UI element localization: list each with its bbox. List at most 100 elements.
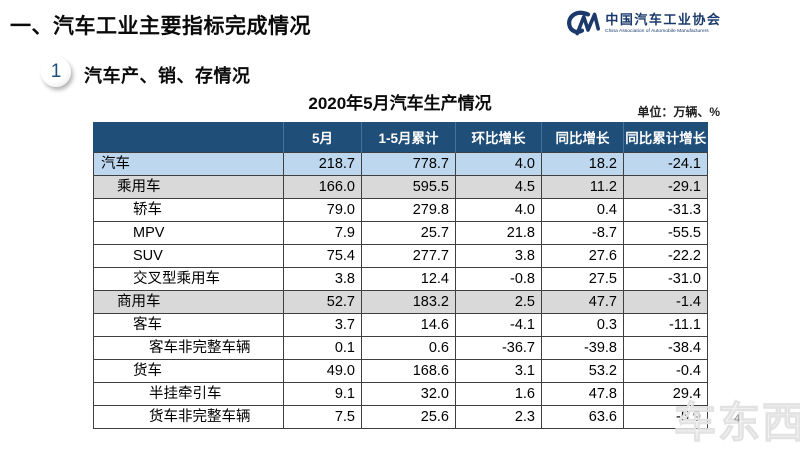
table-row: 货车非完整车辆 7.5 25.6 2.3 63.6 -5.9	[93, 405, 708, 429]
cell-value: -11.1	[623, 313, 708, 337]
caam-name-en: China Association of Automobile Manufact…	[605, 27, 710, 33]
table-row: 商用车 52.7 183.2 2.5 47.7 -1.4	[93, 290, 708, 314]
row-label: 客车非完整车辆	[93, 336, 284, 360]
table-row: 汽车 218.7 778.7 4.0 18.2 -24.1	[93, 152, 708, 176]
caam-logo-text: 中国汽车工业协会 China Association of Automobile…	[605, 8, 794, 37]
cell-value: 79.0	[283, 198, 362, 222]
cell-value: 75.4	[283, 244, 362, 268]
cell-value: -36.7	[455, 336, 542, 360]
table-header: 5月 1-5月累计 环比增长 同比增长 同比累计增长	[93, 122, 708, 153]
row-label: 客车	[93, 313, 284, 337]
table-row: 货车 49.0 168.6 3.1 53.2 -0.4	[93, 359, 708, 383]
column-header: 同比增长	[541, 122, 624, 153]
cell-value: 4.5	[455, 175, 542, 199]
cell-value: 2.3	[455, 405, 542, 429]
cell-value: 778.7	[361, 152, 456, 176]
row-label: 货车	[93, 359, 284, 383]
cell-value: 279.8	[361, 198, 456, 222]
table-row: 轿车 79.0 279.8 4.0 0.4 -31.3	[93, 198, 708, 222]
cell-value: -29.1	[623, 175, 708, 199]
cell-value: 3.7	[283, 313, 362, 337]
unit-label: 单位：万辆、%	[637, 105, 720, 119]
cell-value: -38.4	[623, 336, 708, 360]
cell-value: 2.5	[455, 290, 542, 314]
cell-value: 168.6	[361, 359, 456, 383]
cell-value: 52.7	[283, 290, 362, 314]
cell-value: 27.6	[541, 244, 624, 268]
cell-value: 3.1	[455, 359, 542, 383]
cell-value: -1.4	[623, 290, 708, 314]
cell-value: 14.6	[361, 313, 456, 337]
cell-value: 47.7	[541, 290, 624, 314]
cell-value: 183.2	[361, 290, 456, 314]
cell-value: 25.7	[361, 221, 456, 245]
caam-logo: 中国汽车工业协会 China Association of Automobile…	[564, 8, 794, 40]
cell-value: 63.6	[541, 405, 624, 429]
cell-value: -24.1	[623, 152, 708, 176]
table-row: 客车非完整车辆 0.1 0.6 -36.7 -39.8 -38.4	[93, 336, 708, 360]
cell-value: 0.1	[283, 336, 362, 360]
column-header	[93, 122, 284, 153]
cell-value: 11.2	[541, 175, 624, 199]
cell-value: 29.4	[623, 382, 708, 406]
cell-value: 47.8	[541, 382, 624, 406]
cell-value: 4.0	[455, 152, 542, 176]
row-label: 商用车	[93, 290, 284, 314]
section-number-badge: 1	[41, 57, 71, 87]
cell-value: 218.7	[283, 152, 362, 176]
caam-name-cn: 中国汽车工业协会	[605, 12, 722, 27]
column-header: 5月	[283, 122, 362, 153]
row-label: 轿车	[93, 198, 284, 222]
cell-value: -31.3	[623, 198, 708, 222]
row-label: 汽车	[93, 152, 284, 176]
cell-value: -22.2	[623, 244, 708, 268]
row-label: SUV	[93, 244, 284, 268]
cell-value: -8.7	[541, 221, 624, 245]
cell-value: -0.8	[455, 267, 542, 291]
page-title: 一、汽车工业主要指标完成情况	[10, 15, 311, 38]
table-row: SUV 75.4 277.7 3.8 27.6 -22.2	[93, 244, 708, 268]
cell-value: 7.5	[283, 405, 362, 429]
cell-value: -39.8	[541, 336, 624, 360]
cell-value: 277.7	[361, 244, 456, 268]
cell-value: -5.9	[623, 405, 708, 429]
column-header: 同比累计增长	[623, 122, 708, 153]
cell-value: 3.8	[283, 267, 362, 291]
row-label: 交叉型乘用车	[93, 267, 284, 291]
cell-value: 18.2	[541, 152, 624, 176]
cell-value: 53.2	[541, 359, 624, 383]
table-body: 汽车 218.7 778.7 4.0 18.2 -24.1 乘用车 166.0 595.5 4.5…	[93, 152, 708, 429]
production-table: 5月 1-5月累计 环比增长 同比增长 同比累计增长 汽车 218.7 778.7 4.0 18…	[93, 122, 708, 429]
table-row: 半挂牵引车 9.1 32.0 1.6 47.8 29.4	[93, 382, 708, 406]
header-row: 5月 1-5月累计 环比增长 同比增长 同比累计增长	[93, 122, 708, 153]
table-title: 2020年5月汽车生产情况	[308, 94, 492, 113]
cell-value: -0.4	[623, 359, 708, 383]
cell-value: 0.3	[541, 313, 624, 337]
cell-value: -4.1	[455, 313, 542, 337]
cell-value: 4.0	[455, 198, 542, 222]
cell-value: 12.4	[361, 267, 456, 291]
table-row: 乘用车 166.0 595.5 4.5 11.2 -29.1	[93, 175, 708, 199]
cell-value: 49.0	[283, 359, 362, 383]
production-table-container: 5月 1-5月累计 环比增长 同比增长 同比累计增长 汽车 218.7 778.7 4.0 18…	[93, 122, 708, 429]
row-label: 乘用车	[93, 175, 284, 199]
row-label: 货车非完整车辆	[93, 405, 284, 429]
column-header: 1-5月累计	[361, 122, 456, 153]
cell-value: 1.6	[455, 382, 542, 406]
row-label: 半挂牵引车	[93, 382, 284, 406]
page-number: 4	[734, 413, 741, 425]
cell-value: 7.9	[283, 221, 362, 245]
row-label: MPV	[93, 221, 284, 245]
cell-value: 595.5	[361, 175, 456, 199]
cell-value: -31.0	[623, 267, 708, 291]
cell-value: 27.5	[541, 267, 624, 291]
cell-value: 166.0	[283, 175, 362, 199]
section-title: 汽车产、销、存情况	[84, 66, 251, 86]
table-row: MPV 7.9 25.7 21.8 -8.7 -55.5	[93, 221, 708, 245]
cell-value: 32.0	[361, 382, 456, 406]
caam-cm-monogram-icon	[567, 10, 601, 36]
cell-value: 0.4	[541, 198, 624, 222]
table-row: 客车 3.7 14.6 -4.1 0.3 -11.1	[93, 313, 708, 337]
table-row: 交叉型乘用车 3.8 12.4 -0.8 27.5 -31.0	[93, 267, 708, 291]
column-header: 环比增长	[455, 122, 542, 153]
